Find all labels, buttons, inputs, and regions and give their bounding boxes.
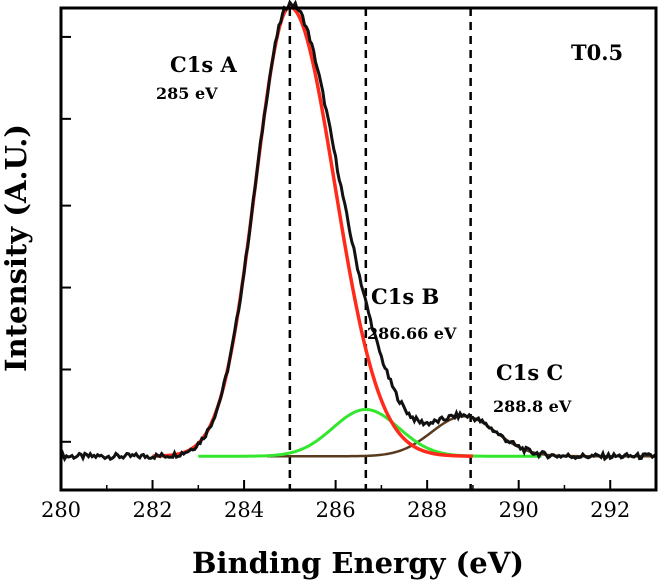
x-tick-label-282: 282 bbox=[132, 498, 172, 522]
y-tick-marks bbox=[61, 35, 71, 443]
x-tick-label-288: 288 bbox=[407, 498, 447, 522]
x-tick-label-280: 280 bbox=[41, 498, 81, 522]
annotation-c1s-b-value: 286.66 eV bbox=[367, 324, 457, 343]
plot-series bbox=[59, 0, 657, 463]
sample-label: T0.5 bbox=[571, 40, 623, 65]
annotation-c1s-c-value: 288.8 eV bbox=[493, 397, 572, 416]
x-tick-label-292: 292 bbox=[590, 498, 630, 522]
plot-frame bbox=[59, 6, 658, 492]
series-envelope bbox=[59, 0, 657, 463]
y-axis-title: Intensity (A.U.) bbox=[0, 124, 33, 372]
annotation-c1s-a-label: C1s A bbox=[170, 52, 237, 77]
x-tick-label-284: 284 bbox=[224, 498, 264, 522]
x-tick-labels: 280 282 284 286 288 290 292 bbox=[41, 498, 630, 522]
x-tick-label-290: 290 bbox=[499, 498, 539, 522]
annotation-c1s-a-value: 285 eV bbox=[156, 84, 218, 103]
annotation-c1s-b-label: C1s B bbox=[371, 284, 439, 309]
x-axis-title: Binding Energy (eV) bbox=[192, 546, 524, 580]
series-c1s-b bbox=[198, 408, 542, 458]
annotation-c1s-c-label: C1s C bbox=[496, 360, 563, 385]
reference-lines bbox=[288, 8, 472, 490]
x-tick-label-286: 286 bbox=[316, 498, 356, 522]
